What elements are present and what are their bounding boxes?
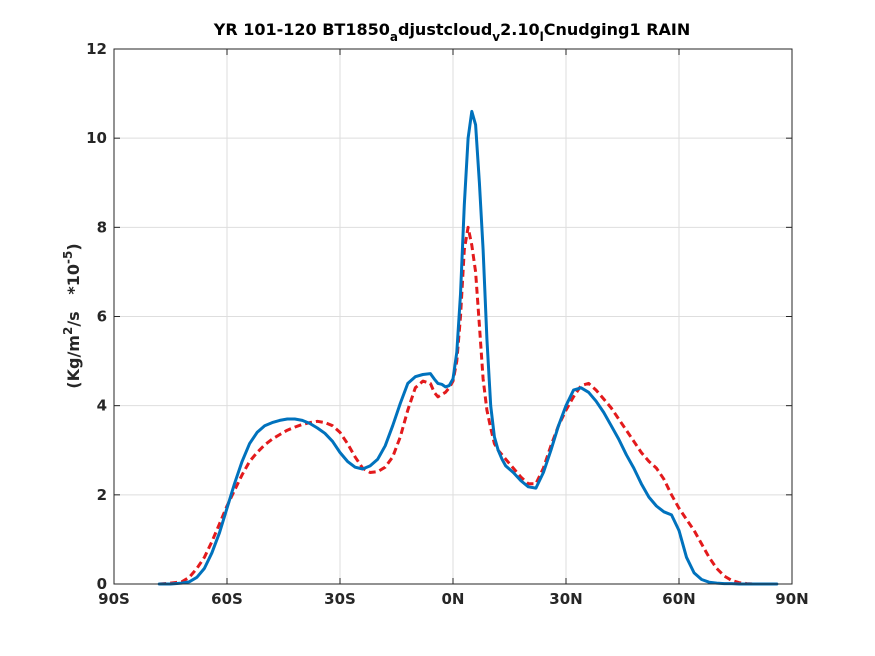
y-tick-label: 12 [86,40,107,58]
y-tick-label: 2 [97,486,107,504]
title-subscript: v [492,30,500,44]
ylabel-part: ) [64,243,83,250]
title-subscript: a [390,30,398,44]
chart-title: YR 101-120 BT1850adjustcloudv2.10lCnudgi… [213,20,691,44]
y-tick-label: 10 [86,129,107,147]
x-tick-label: 60S [211,590,243,608]
ylabel-part: (Kg/m [64,335,83,389]
title-part: YR 101-120 BT1850 [213,20,390,39]
title-part: 2.10 [500,20,539,39]
x-tick-label: 30S [324,590,356,608]
y-tick-label: 4 [97,397,107,415]
y-tick-label: 0 [97,575,107,593]
y-tick-label: 6 [97,308,107,326]
title-part: djustcloud [398,20,492,39]
x-tick-label: 0N [442,590,465,608]
series-line-2 [159,225,777,586]
ylabel-superscript: -5 [61,251,75,264]
y-tick-label: 8 [97,218,107,236]
ylabel-part: /s *10 [64,264,83,327]
x-tick-label: 90N [775,590,808,608]
series-line-1 [157,109,779,586]
ylabel-superscript: 2 [61,327,75,335]
x-tick-label: 60N [662,590,695,608]
title-part: Cnudging1 RAIN [544,20,691,39]
y-axis-label: (Kg/m2/s *10-5) [61,243,83,388]
x-tick-label: 30N [549,590,582,608]
x-tick-label: 90S [98,590,130,608]
y-axis: 0 2 4 6 8 10 12 [86,40,792,593]
series-layer [157,109,779,586]
x-axis: 90S 60S 30S 0N 30N 60N 90N [98,49,809,608]
title-subscript: l [540,30,544,44]
